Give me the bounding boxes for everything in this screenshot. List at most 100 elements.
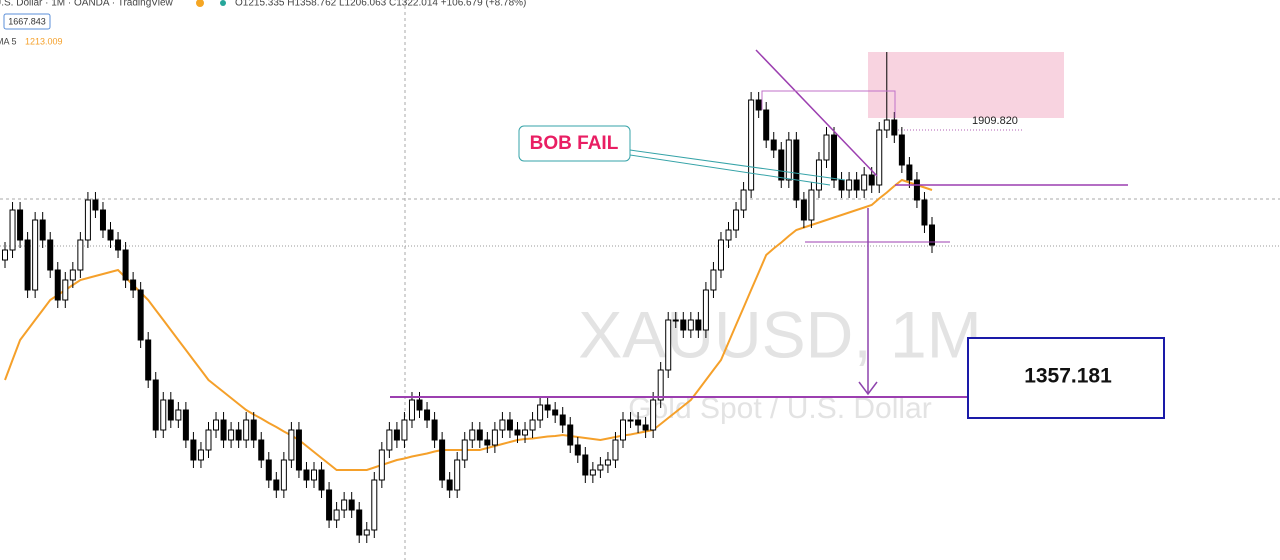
candle-body: [175, 409, 182, 421]
candle-body: [657, 369, 664, 401]
candle-body: [898, 134, 905, 166]
candle-body: [205, 429, 212, 451]
candle-body: [77, 239, 84, 271]
candle-body: [107, 229, 114, 241]
candle-body: [69, 269, 76, 281]
candle-body: [431, 419, 438, 441]
target-box: [967, 337, 1165, 419]
candle-body: [152, 379, 159, 431]
candle-body: [378, 449, 385, 481]
candle-body: [808, 189, 815, 221]
status-dot: [220, 0, 226, 6]
candle-body: [84, 199, 91, 241]
candle-body: [469, 429, 476, 441]
candle-body: [665, 319, 672, 371]
candle-body: [137, 289, 144, 341]
candle-body: [454, 459, 461, 491]
candle-body: [228, 429, 235, 441]
candle-body: [800, 199, 807, 221]
callout-line: [629, 149, 846, 181]
candle-body: [650, 399, 657, 431]
candle-body: [9, 209, 16, 251]
candle-body: [99, 209, 106, 231]
candle-body: [672, 319, 679, 322]
candle-body: [62, 279, 69, 301]
candle-body: [853, 179, 860, 191]
candle-body: [838, 179, 845, 191]
candle-body: [17, 209, 24, 241]
candle-body: [725, 229, 732, 241]
candle-body: [793, 139, 800, 201]
candle-body: [122, 249, 129, 281]
symbol-info: U.S. Dollar · 1M · OANDA · TradingView: [0, 0, 174, 9]
candle-body: [235, 429, 242, 441]
candle-body: [258, 439, 265, 461]
candle-body: [213, 419, 220, 431]
candle-body: [341, 499, 348, 511]
candle-body: [54, 269, 61, 301]
candle-body: [273, 479, 280, 491]
candle-body: [861, 174, 868, 191]
candle-body: [303, 469, 310, 481]
candle-body: [906, 164, 913, 181]
candle-body: [311, 469, 317, 481]
candle-body: [929, 224, 935, 246]
candle-body: [416, 399, 423, 411]
candle-body: [424, 409, 431, 421]
candle-body: [130, 279, 137, 291]
candle-body: [913, 179, 920, 201]
candle-body: [190, 439, 197, 461]
candle-body: [740, 189, 747, 211]
candle-body: [642, 424, 649, 431]
candle-body: [823, 134, 830, 161]
candle-body: [582, 454, 589, 476]
candle-body: [815, 159, 822, 191]
candle-body: [250, 419, 257, 441]
candle-body: [778, 149, 785, 181]
candle-body: [763, 109, 770, 141]
candle-body: [620, 419, 626, 441]
candle-body: [499, 419, 506, 431]
candle-body: [748, 99, 755, 191]
candle-body: [446, 479, 453, 491]
candle-body: [635, 419, 642, 426]
candle-body: [371, 479, 378, 531]
candle-body: [544, 404, 551, 411]
callout-text: BOB FAIL: [530, 133, 619, 154]
candle-body: [167, 399, 174, 421]
candle-body: [589, 469, 596, 476]
candle-body: [891, 119, 898, 136]
price-tag-text: 1667.843: [8, 16, 46, 26]
candle-body: [506, 419, 513, 431]
candle-body: [348, 499, 355, 511]
candle-body: [220, 419, 227, 441]
ma-value: 1213.009: [25, 36, 63, 46]
candle-body: [484, 439, 491, 446]
candle-body: [552, 409, 559, 416]
target-text: 1357.181: [1024, 365, 1112, 388]
candle-body: [559, 414, 566, 426]
candle-body: [529, 419, 536, 431]
candle-body: [868, 174, 875, 186]
candle-body: [574, 444, 581, 456]
candle-body: [612, 439, 619, 461]
candle-body: [921, 199, 928, 226]
trend-line: [755, 49, 878, 177]
arrow-head: [858, 381, 878, 396]
candle-body: [318, 469, 325, 491]
candle-body: [537, 404, 544, 421]
candle-body: [514, 429, 521, 436]
candle-body: [597, 464, 604, 471]
candle-body: [32, 219, 39, 291]
candle-body: [770, 139, 777, 151]
candle-body: [522, 429, 529, 436]
candle-body: [356, 509, 363, 536]
candle-body: [182, 409, 189, 441]
candle-body: [326, 489, 333, 521]
ma-label: MA 5: [0, 36, 17, 46]
ohlc-info: O1215.335 H1358.762 L1206.063 C1322.014 …: [235, 0, 526, 9]
candle-body: [785, 139, 792, 181]
watermark-symbol: XAUUSD, 1M: [578, 297, 981, 371]
candle-body: [115, 239, 122, 251]
